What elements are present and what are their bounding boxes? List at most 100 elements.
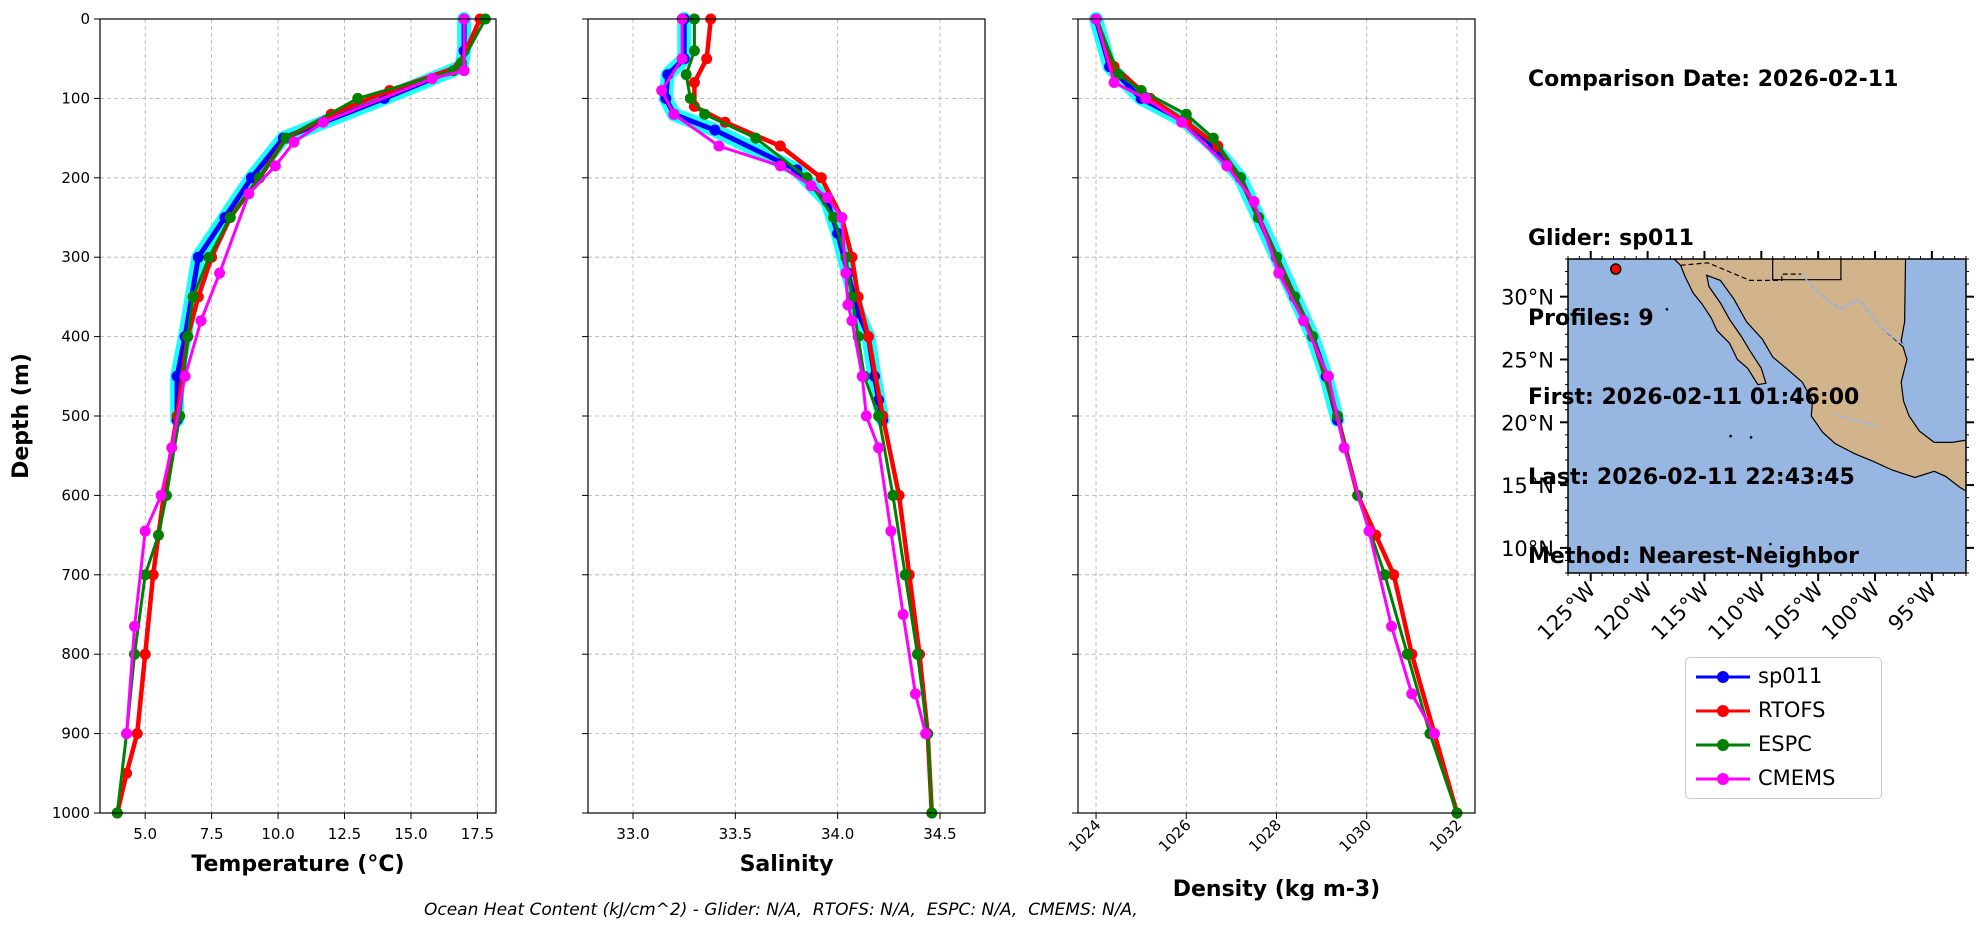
cmems-point (821, 192, 833, 204)
cmems-point (1221, 160, 1233, 172)
cmems-point (179, 370, 191, 382)
legend-label: sp011 (1758, 664, 1823, 688)
espc-point (680, 69, 692, 81)
cmems-point (836, 212, 848, 223)
map-mainland (1673, 259, 1966, 492)
espc-point (887, 489, 899, 501)
cmems-point (676, 53, 688, 65)
legend-label: CMEMS (1758, 766, 1836, 790)
cmems-point (458, 65, 470, 77)
x-tick-label: 1026 (1155, 816, 1195, 856)
map-island (1749, 436, 1753, 439)
x-tick-label: 34.5 (923, 825, 956, 843)
cmems-point (243, 188, 255, 200)
temperature-panel: 5.0 7.5 10.0 12.5 15.0 17.5 0 100 200 300 400 500 60… (9, 10, 497, 877)
cmems-point (1176, 116, 1188, 128)
map-lat-label: 30°N (1501, 286, 1554, 310)
map-island (1795, 400, 1798, 404)
map-lat-label: 15°N (1501, 474, 1554, 498)
cmems-point (1338, 442, 1350, 454)
rtofs-point (701, 53, 713, 65)
cmems-point (873, 442, 885, 454)
y-tick-label: 300 (61, 248, 90, 266)
cmems-point (139, 525, 151, 537)
legend-item-sp011: sp011 (1686, 660, 1881, 694)
glider-name: Glider: sp011 (1528, 226, 1694, 251)
map-land-group (1665, 259, 1966, 546)
legend-item-cmems: CMEMS (1686, 762, 1881, 796)
espc-point (152, 529, 164, 541)
espc-point (203, 251, 215, 263)
sp011-point (709, 124, 721, 136)
cmems-point (897, 609, 909, 620)
map-frame (1567, 258, 1967, 574)
salinity-panel: 33.0 33.5 34.0 34.5 Salinity (582, 12, 986, 877)
legend-swatch (1696, 773, 1750, 785)
cmems-point (774, 160, 786, 172)
espc-point (699, 108, 711, 120)
rtofs-point (147, 569, 159, 581)
salinity-x-axis-label: Salinity (740, 852, 834, 877)
espc-point (873, 410, 885, 422)
y-tick-label: 500 (61, 407, 90, 425)
cmems-point (713, 140, 725, 152)
cmems-line (1094, 18, 1436, 735)
espc-point (1401, 648, 1413, 660)
cmems-point (909, 688, 921, 700)
axes-frame (587, 18, 986, 814)
cmems-point (1248, 196, 1260, 208)
y-tick-label: 800 (61, 645, 90, 663)
cmems-point (856, 370, 868, 382)
x-tick-label: 5.0 (133, 825, 157, 843)
legend: sp011 RTOFS ESPC CMEMS (1685, 657, 1882, 799)
cmems-point (1108, 77, 1120, 89)
ocean-heat-content-note: Ocean Heat Content (kJ/cm^2) - Glider: N… (424, 900, 1138, 920)
x-tick-label: 7.5 (200, 825, 224, 843)
map-lat-label: 10°N (1501, 537, 1554, 561)
x-tick-label: 12.5 (328, 825, 361, 843)
espc-line (1094, 18, 1459, 814)
x-tick-label: 10.0 (261, 825, 294, 843)
x-tick-label: 15.0 (394, 825, 427, 843)
cmems-point (668, 108, 680, 120)
density-panel: 1024 1026 1028 1030 1032 Density (kg m-3) (1065, 12, 1476, 902)
rtofs-point (815, 172, 827, 184)
map-island (1729, 434, 1732, 438)
cmems-point (656, 84, 668, 96)
espc-point (139, 569, 151, 581)
cmems-point (269, 160, 281, 172)
legend-item-rtofs: RTOFS (1686, 694, 1881, 728)
cmems-point (860, 410, 872, 422)
legend-label: ESPC (1758, 732, 1812, 756)
espc-point (352, 92, 364, 104)
espc-point (828, 212, 840, 223)
espc-point (182, 331, 194, 343)
cmems-point (846, 315, 858, 327)
y-tick-label: 100 (61, 89, 90, 107)
map-lat-label: 20°N (1501, 411, 1554, 435)
espc-point (899, 569, 911, 581)
cmems-point (885, 525, 897, 537)
cmems-point (1322, 370, 1334, 382)
comparison-info: Comparison Date: 2026-02-11 Glider: sp01… (1528, 14, 1898, 597)
legend-label: RTOFS (1758, 698, 1826, 722)
rtofs-point (139, 648, 151, 660)
cmems-point (920, 728, 932, 740)
cmems-point (129, 620, 141, 632)
y-tick-label: 700 (61, 566, 90, 584)
x-tick-label: 1024 (1065, 816, 1105, 856)
glider-position-marker (1610, 263, 1622, 275)
cmems-point (842, 299, 854, 311)
rtofs-point (774, 140, 786, 152)
cmems-point (155, 489, 167, 501)
map-lat-label: 25°N (1501, 348, 1554, 372)
x-tick-label: 33.5 (719, 825, 752, 843)
last-time: Last: 2026-02-11 22:43:45 (1528, 464, 1855, 490)
cmems-point (1386, 620, 1398, 632)
cmems-point (214, 267, 226, 279)
cmems-point (840, 267, 852, 279)
cmems-point (1428, 728, 1440, 740)
map-gulf-of-mexico (1900, 259, 1966, 443)
method: Method: Nearest-Neighbor (1528, 544, 1859, 569)
